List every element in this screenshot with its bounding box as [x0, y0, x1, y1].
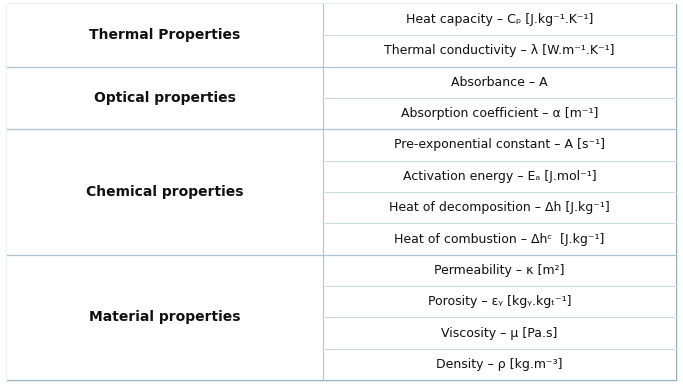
Bar	[7, 66, 323, 129]
Text: Viscosity – μ [Pa.s]: Viscosity – μ [Pa.s]	[441, 327, 557, 339]
Text: Thermal conductivity – λ [W.m⁻¹.K⁻¹]: Thermal conductivity – λ [W.m⁻¹.K⁻¹]	[385, 45, 615, 57]
Bar	[323, 66, 676, 129]
Bar	[323, 255, 676, 380]
Bar	[7, 129, 323, 255]
Text: Chemical properties: Chemical properties	[86, 185, 244, 199]
Text: Absorbance – A: Absorbance – A	[451, 76, 548, 89]
Text: Density – ρ [kg.m⁻³]: Density – ρ [kg.m⁻³]	[436, 358, 563, 371]
Text: Absorption coefficient – α [m⁻¹]: Absorption coefficient – α [m⁻¹]	[401, 107, 598, 120]
Bar	[7, 4, 323, 66]
Bar	[323, 129, 676, 255]
Text: Heat of decomposition – Δh [J.kg⁻¹]: Heat of decomposition – Δh [J.kg⁻¹]	[389, 201, 610, 214]
Text: Permeability – κ [m²]: Permeability – κ [m²]	[434, 264, 565, 277]
Text: Thermal Properties: Thermal Properties	[89, 28, 240, 42]
Text: Activation energy – Eₐ [J.mol⁻¹]: Activation energy – Eₐ [J.mol⁻¹]	[403, 170, 596, 183]
Text: Porosity – εᵧ [kgᵧ.kgₜ⁻¹]: Porosity – εᵧ [kgᵧ.kgₜ⁻¹]	[428, 295, 571, 308]
Text: Heat of combustion – Δhᶜ  [J.kg⁻¹]: Heat of combustion – Δhᶜ [J.kg⁻¹]	[394, 233, 604, 245]
Bar	[323, 4, 676, 66]
Bar	[7, 255, 323, 380]
Text: Optical properties: Optical properties	[94, 91, 236, 105]
Text: Material properties: Material properties	[89, 310, 240, 324]
Text: Heat capacity – Cₚ [J.kg⁻¹.K⁻¹]: Heat capacity – Cₚ [J.kg⁻¹.K⁻¹]	[406, 13, 593, 26]
Text: Pre-exponential constant – A [s⁻¹]: Pre-exponential constant – A [s⁻¹]	[394, 139, 605, 151]
